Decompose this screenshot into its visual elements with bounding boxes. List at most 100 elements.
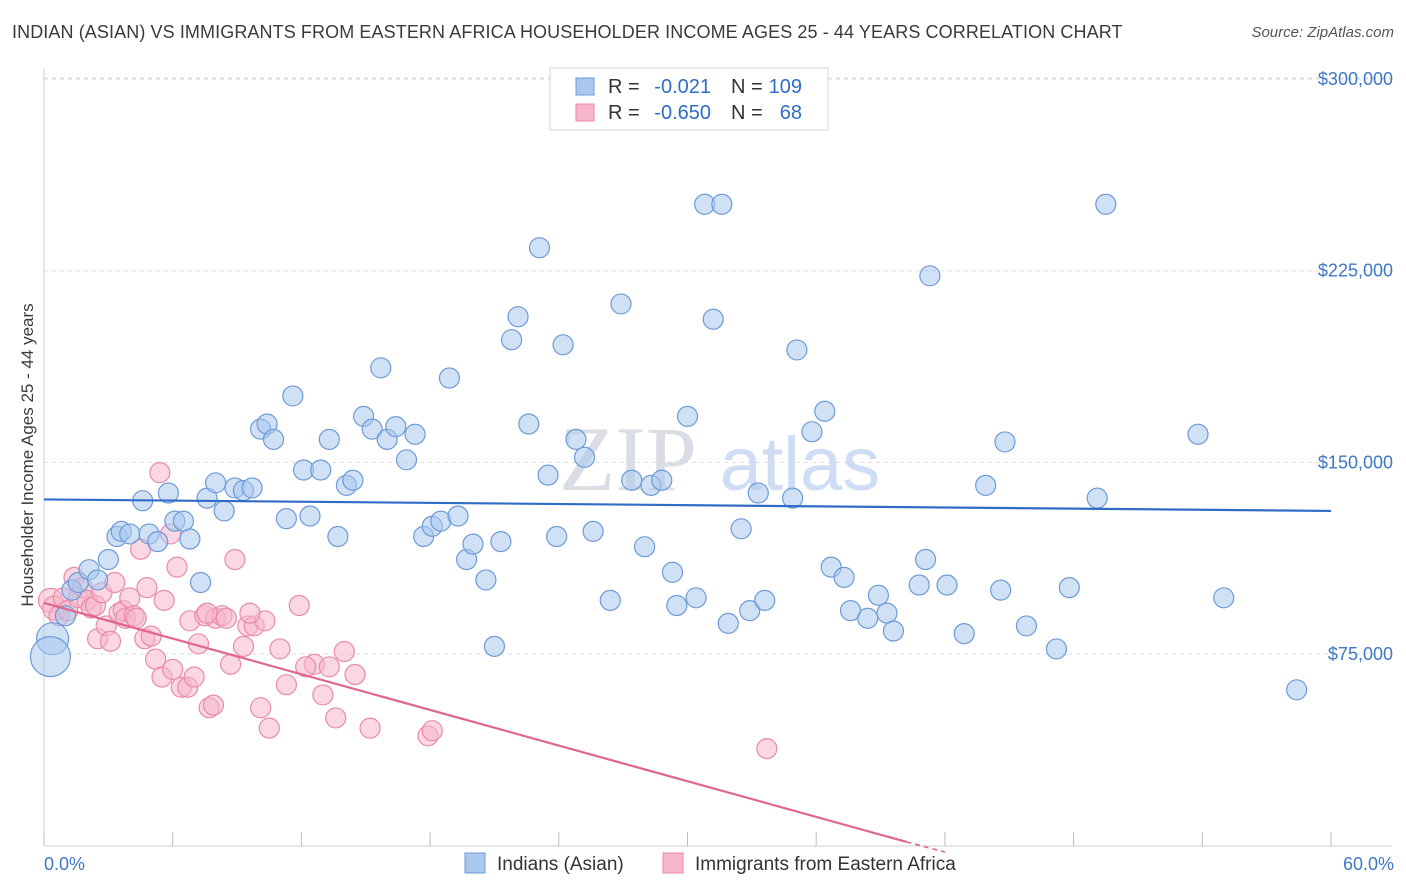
point-eastern-africa	[140, 625, 162, 647]
point-indians-asian	[147, 530, 169, 553]
point-indians-asian	[908, 574, 930, 596]
point-eastern-africa	[318, 656, 340, 678]
legend-swatch-blue	[575, 77, 595, 96]
point-indians-asian	[1286, 679, 1308, 701]
point-indians-asian	[483, 635, 506, 657]
point-indians-asian	[157, 482, 180, 504]
point-indians-asian	[501, 329, 523, 351]
point-indians-asian	[370, 357, 392, 379]
point-indians-asian	[801, 421, 823, 443]
y-tick-labels: $75,000 $150,000 $225,000 $300,000	[1318, 69, 1393, 664]
point-indians-asian	[633, 536, 656, 558]
point-indians-asian	[857, 607, 879, 629]
source-label: Source: ZipAtlas.com	[1251, 24, 1394, 41]
point-indians-asian	[1015, 615, 1038, 637]
series-legend: Indians (Asian) Immigrants from Eastern …	[464, 852, 956, 875]
point-eastern-africa	[269, 638, 291, 660]
point-indians-asian	[1086, 487, 1108, 509]
point-indians-asian	[327, 525, 349, 548]
point-indians-asian	[953, 622, 975, 645]
point-indians-asian	[179, 528, 201, 550]
point-indians-asian	[189, 571, 212, 594]
point-indians-asian	[610, 293, 632, 315]
point-indians-asian	[747, 482, 769, 504]
point-indians-asian	[867, 584, 890, 606]
series-legend-label-blue: Indians (Asian)	[497, 854, 624, 875]
series-legend-swatch-blue	[464, 852, 486, 874]
point-eastern-africa	[119, 587, 141, 609]
point-eastern-africa	[183, 666, 205, 688]
gridlines	[44, 77, 1392, 655]
point-indians-asian	[739, 599, 761, 622]
point-eastern-africa	[136, 576, 158, 599]
legend-r-label-pink: R =	[608, 102, 640, 124]
legend-r-value-pink: -0.650	[654, 102, 711, 124]
point-indians-asian	[661, 561, 684, 583]
point-indians-asian	[318, 428, 340, 450]
point-indians-asian	[876, 602, 898, 624]
point-eastern-africa	[99, 630, 122, 652]
point-indians-asian	[299, 505, 321, 527]
point-indians-asian	[833, 566, 855, 588]
point-eastern-africa	[359, 717, 381, 739]
point-indians-asian	[702, 308, 724, 330]
point-indians-asian	[814, 400, 836, 422]
point-indians-asian	[621, 469, 643, 491]
stats-legend-box	[549, 67, 829, 131]
point-indians-asian	[537, 464, 559, 486]
point-eastern-africa	[224, 548, 246, 571]
point-indians-asian	[282, 385, 304, 407]
point-indians-asian	[711, 193, 733, 215]
point-indians-asian	[342, 469, 364, 491]
point-indians-asian	[29, 635, 72, 678]
point-eastern-africa	[756, 737, 778, 760]
point-eastern-africa	[250, 697, 272, 719]
point-indians-asian	[518, 413, 540, 435]
trendline-eastern-africa	[43, 601, 907, 843]
point-eastern-africa	[333, 640, 355, 663]
point-indians-asian	[914, 548, 937, 571]
legend-n-label-blue: N =	[731, 76, 763, 98]
point-indians-asian	[990, 579, 1012, 601]
stats-legend: R = -0.021 N = 109 R = -0.650 N = 68	[549, 67, 829, 131]
y-tick-label: $300,000	[1318, 69, 1393, 89]
series-indians-asian-points	[29, 193, 1308, 701]
x-tick-marks	[43, 832, 1332, 846]
y-axis-label: Householder Income Ages 25 - 44 years	[18, 303, 37, 606]
point-eastern-africa	[344, 663, 366, 686]
legend-r-value-blue: -0.021	[654, 76, 711, 98]
series-eastern-africa-points	[37, 461, 778, 760]
trendlines	[43, 498, 1332, 853]
point-indians-asian	[676, 405, 699, 427]
point-indians-asian	[1095, 193, 1117, 215]
point-indians-asian	[507, 306, 529, 328]
axes	[43, 68, 1392, 847]
point-indians-asian	[119, 523, 141, 545]
point-eastern-africa	[166, 556, 188, 578]
point-indians-asian	[573, 446, 596, 468]
y-tick-label: $225,000	[1318, 261, 1393, 281]
point-eastern-africa	[125, 607, 147, 629]
point-indians-asian	[582, 520, 604, 542]
point-eastern-africa	[325, 707, 347, 729]
point-indians-asian	[275, 507, 297, 530]
chart-title: INDIAN (ASIAN) VS IMMIGRANTS FROM EASTER…	[12, 22, 1123, 42]
point-eastern-africa	[275, 674, 297, 696]
y-tick-label: $150,000	[1318, 452, 1393, 472]
point-indians-asian	[994, 431, 1016, 453]
point-indians-asian	[882, 620, 905, 642]
point-indians-asian	[546, 525, 568, 548]
point-indians-asian	[919, 265, 941, 287]
point-eastern-africa	[202, 694, 225, 716]
x-tick-label-min: 0.0%	[44, 854, 85, 874]
series-legend-label-pink: Immigrants from Eastern Africa	[695, 854, 956, 875]
trendline-eastern-africa-extension	[906, 841, 946, 853]
point-eastern-africa	[295, 656, 317, 678]
point-indians-asian	[1187, 423, 1209, 445]
point-indians-asian	[87, 569, 109, 591]
point-eastern-africa	[149, 461, 171, 484]
series-legend-swatch-pink	[662, 852, 684, 874]
point-eastern-africa	[258, 717, 280, 739]
point-eastern-africa	[239, 602, 261, 624]
